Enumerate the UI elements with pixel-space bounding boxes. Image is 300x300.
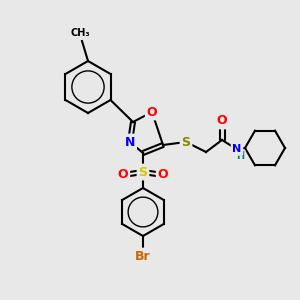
Text: O: O xyxy=(217,115,227,128)
Text: N: N xyxy=(125,136,135,148)
Text: S: S xyxy=(182,136,190,148)
Text: O: O xyxy=(158,169,168,182)
Text: O: O xyxy=(147,106,157,118)
Text: H: H xyxy=(236,151,244,161)
Text: Br: Br xyxy=(135,250,151,262)
Text: O: O xyxy=(118,169,128,182)
Text: CH₃: CH₃ xyxy=(70,28,90,38)
Text: N: N xyxy=(232,144,242,154)
Text: S: S xyxy=(139,166,148,178)
